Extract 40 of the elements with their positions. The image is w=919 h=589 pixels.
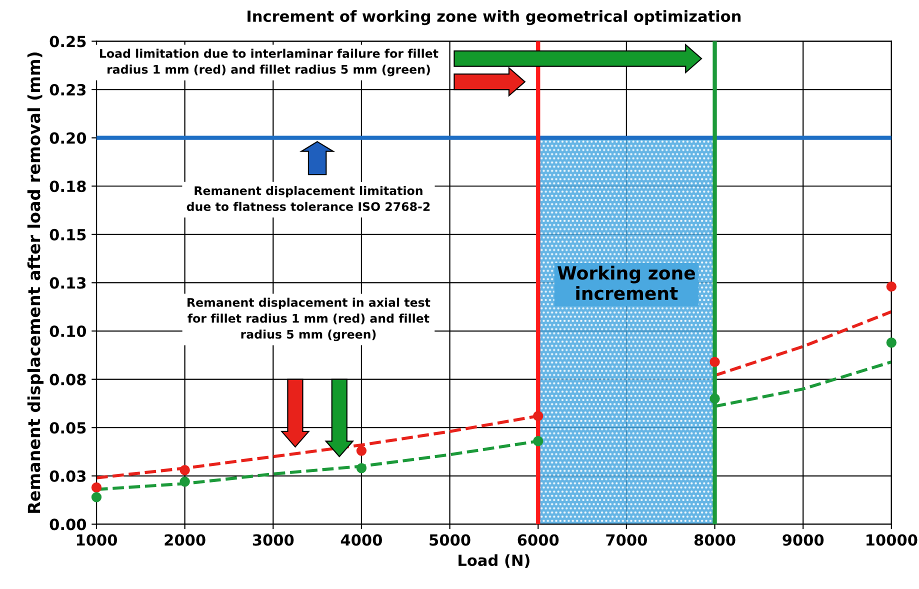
- band-label: Working zone increment: [558, 266, 695, 300]
- point: [710, 394, 720, 404]
- x-tick-label: 3000: [252, 534, 294, 546]
- point: [886, 281, 897, 292]
- point: [180, 465, 190, 476]
- annotation: Remanent displacement in axial test for fillet radius 1 mm (red) and fillet radius 5 mm (green): [188, 298, 430, 342]
- y-tick-label: 0.15: [50, 228, 86, 240]
- annotation: Remanent displacement limitation due to flatness tolerance ISO 2768-2: [186, 186, 430, 212]
- x-tick-label: 9000: [782, 534, 824, 546]
- y-tick-label: 0.03: [50, 470, 86, 482]
- y-tick-label: 0.20: [50, 132, 86, 144]
- y-tick-label: 0.08: [50, 374, 86, 386]
- point: [356, 446, 367, 456]
- x-tick-label: 2000: [164, 534, 206, 546]
- point: [91, 492, 102, 502]
- x-tick-label: 1000: [76, 534, 118, 546]
- y-tick-label: 0.23: [50, 84, 86, 96]
- point: [886, 338, 897, 348]
- y-tick-label: 0.05: [50, 422, 86, 434]
- x-axis-title: Load (N): [458, 554, 530, 568]
- y-tick-label: 0.13: [50, 277, 86, 289]
- point: [533, 410, 544, 422]
- x-tick-label: 10000: [866, 534, 918, 546]
- point: [91, 482, 102, 493]
- y-tick-label: 0.18: [50, 180, 86, 192]
- y-tick-label: 0.00: [50, 518, 86, 530]
- annotation: Load limitation due to interlaminar failure for fillet radius 1 mm (red) and fillet radius 5 mm (green): [100, 48, 438, 76]
- y-axis-title: Remanent displacement after load removal (mm): [27, 52, 44, 513]
- y-tick-label: 0.25: [50, 36, 86, 48]
- x-tick-label: 5000: [430, 534, 470, 546]
- y-tick-label: 0.10: [50, 325, 86, 338]
- x-tick-label: 8000: [694, 534, 736, 546]
- point: [356, 463, 367, 474]
- point: [533, 436, 544, 446]
- x-tick-label: 7000: [606, 534, 647, 546]
- point: [710, 356, 720, 368]
- chart-title: Increment of working zone with geometrical optimization: [248, 10, 741, 26]
- x-tick-label: 4000: [340, 534, 382, 546]
- x-tick-label: 6000: [518, 534, 559, 546]
- point: [180, 476, 190, 487]
